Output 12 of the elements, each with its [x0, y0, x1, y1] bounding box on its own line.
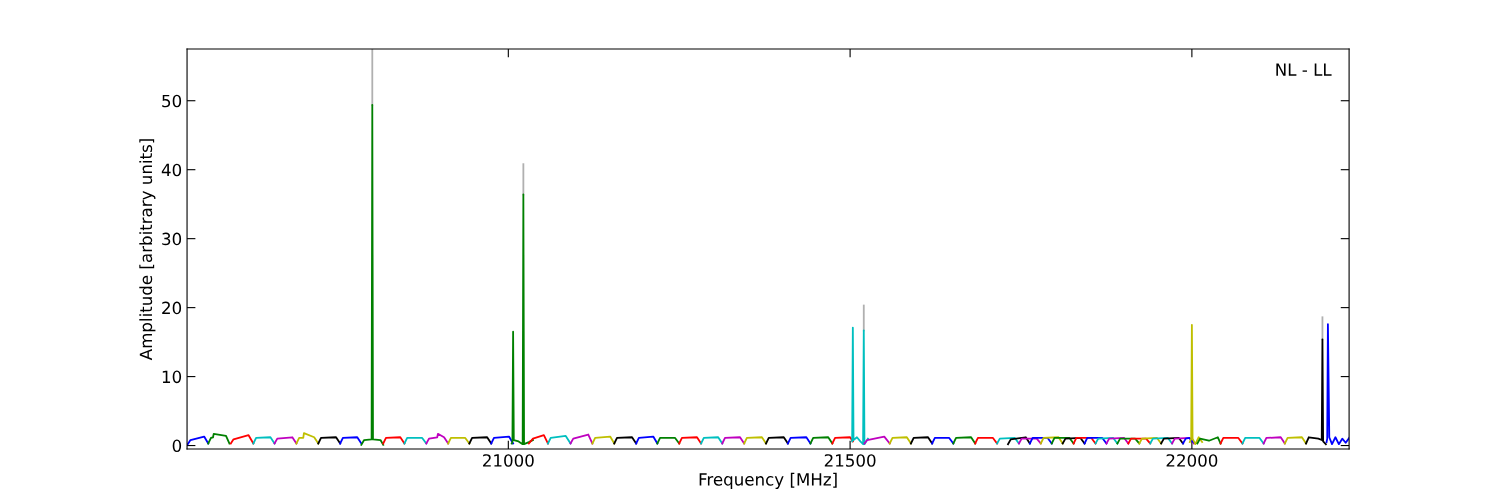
annotation: NL - LL: [1276, 63, 1332, 76]
x-tick-label: 22000: [1166, 454, 1218, 467]
x-tick-label: 21500: [824, 454, 876, 467]
y-tick-label: 0: [172, 439, 182, 453]
y-tick-label: 10: [162, 370, 182, 384]
x-axis-title: Frequency [MHz]: [699, 472, 837, 489]
x-tick-label: 21000: [483, 454, 534, 467]
y-tick-label: 50: [162, 94, 182, 108]
y-tick-label: 20: [162, 301, 182, 315]
y-axis-title: Amplitude [arbitrary units]: [139, 139, 156, 361]
y-tick-label: 40: [161, 163, 182, 177]
y-tick-label: 30: [162, 232, 182, 246]
